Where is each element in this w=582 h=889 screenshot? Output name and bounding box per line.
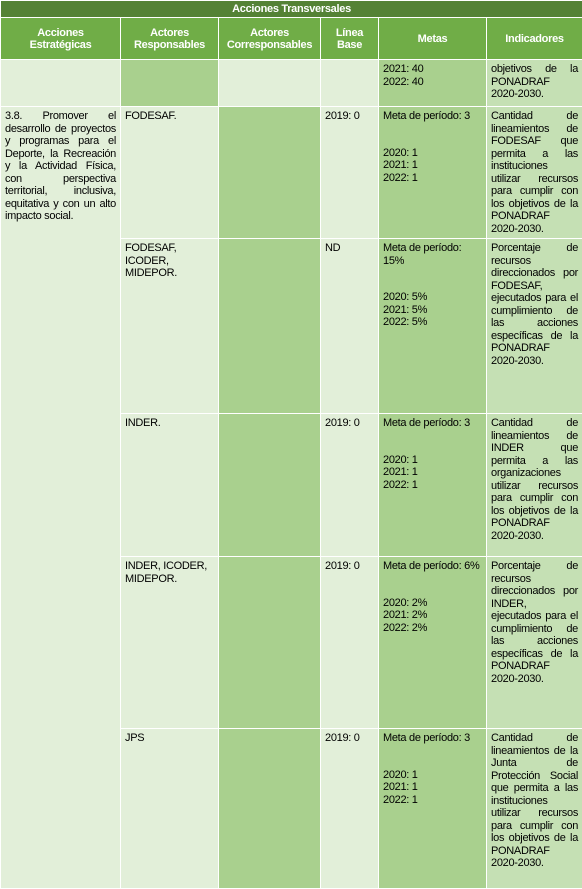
responsible-actors: FODESAF, ICODER, MIDEPOR. xyxy=(121,239,219,414)
annual-goal: 2020: 1 xyxy=(383,454,482,467)
column-header: Acciones Estratégicas xyxy=(1,18,121,60)
period-goal: Meta de período: 6% xyxy=(383,560,482,573)
baseline: 2019: 0 xyxy=(321,414,379,557)
column-header: Indicadores xyxy=(487,18,582,60)
annual-goal: 2022: 40 xyxy=(383,76,482,89)
period-goal: Meta de período: 3 xyxy=(383,732,482,745)
table-title: Acciones Transversales xyxy=(1,1,582,18)
strategic-action: 3.8. Promover el desarrollo de proyectos… xyxy=(1,107,121,889)
cell xyxy=(321,60,379,107)
cell xyxy=(219,414,321,557)
period-goal: Meta de período: 15% xyxy=(383,242,482,267)
annual-goal: 2020: 2% xyxy=(383,597,482,610)
cell xyxy=(219,557,321,729)
indicator: objetivos de la PONADRAF 2020-2030. xyxy=(487,60,582,107)
indicator: Cantidad de lineamientos de INDER que pe… xyxy=(487,414,582,557)
annual-goal: 2021: 1 xyxy=(383,781,482,794)
annual-goals: 2020: 5%2021: 5%2022: 5% xyxy=(383,291,482,329)
annual-goal: 2020: 5% xyxy=(383,291,482,304)
goals: Meta de período: 6% 2020: 2%2021: 2%2022:… xyxy=(379,557,487,729)
annual-goal: 2020: 1 xyxy=(383,147,482,160)
annual-goals: 2020: 2%2021: 2%2022: 2% xyxy=(383,597,482,635)
indicator: Cantidad de lineamientos de FODESAF que … xyxy=(487,107,582,239)
table-row: 3.8. Promover el desarrollo de proyectos… xyxy=(1,107,582,239)
annual-goal: 2022: 1 xyxy=(383,794,482,807)
annual-goal: 2022: 2% xyxy=(383,622,482,635)
baseline: 2019: 0 xyxy=(321,107,379,239)
cell xyxy=(121,60,219,107)
responsible-actors: INDER. xyxy=(121,414,219,557)
column-header: Actores Responsables xyxy=(121,18,219,60)
annual-goal: 2021: 1 xyxy=(383,159,482,172)
baseline: ND xyxy=(321,239,379,414)
annual-goal: 2022: 5% xyxy=(383,316,482,329)
indicator: Porcentaje de recursos direccionados por… xyxy=(487,239,582,414)
goals: Meta de período: 15% 2020: 5%2021: 5%2022… xyxy=(379,239,487,414)
baseline: 2019: 0 xyxy=(321,729,379,889)
responsible-actors: INDER, ICODER, MIDEPOR. xyxy=(121,557,219,729)
annual-goal: 2022: 1 xyxy=(383,172,482,185)
period-goal: Meta de período: 3 xyxy=(383,417,482,430)
period-goal: Meta de período: 3 xyxy=(383,110,482,123)
annual-goal: 2022: 1 xyxy=(383,479,482,492)
annual-goal: 2021: 5% xyxy=(383,304,482,317)
column-header: Metas xyxy=(379,18,487,60)
responsible-actors: JPS xyxy=(121,729,219,889)
cell xyxy=(219,239,321,414)
responsible-actors: FODESAF. xyxy=(121,107,219,239)
indicator: Cantidad de lineamientos de la Junta de … xyxy=(487,729,582,889)
annual-goal: 2020: 1 xyxy=(383,769,482,782)
cell xyxy=(219,107,321,239)
column-header: Actores Corresponsables xyxy=(219,18,321,60)
annual-goal: 2021: 40 xyxy=(383,63,482,76)
column-header: Línea Base xyxy=(321,18,379,60)
baseline: 2019: 0 xyxy=(321,557,379,729)
cell xyxy=(219,729,321,889)
cell xyxy=(1,60,121,107)
annual-goal: 2021: 1 xyxy=(383,466,482,479)
indicator: Porcentaje de recursos direccionados por… xyxy=(487,557,582,729)
cell xyxy=(219,60,321,107)
annual-goal: 2021: 2% xyxy=(383,609,482,622)
